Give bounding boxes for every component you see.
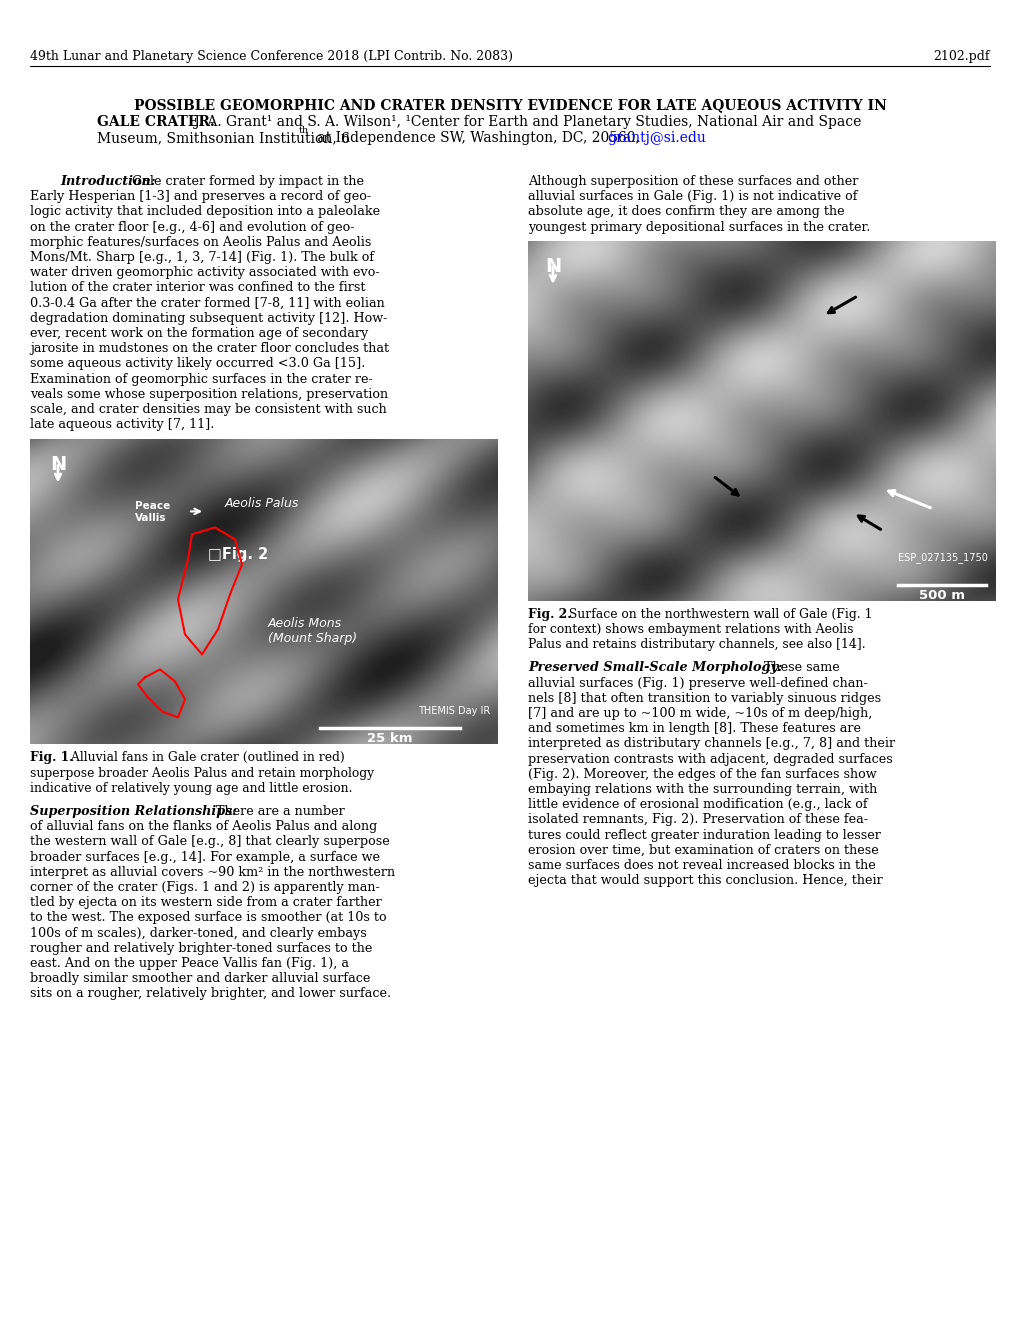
Text: Early Hesperian [1-3] and preserves a record of geo-: Early Hesperian [1-3] and preserves a re… xyxy=(30,190,371,203)
Text: (Fig. 2). Moreover, the edges of the fan surfaces show: (Fig. 2). Moreover, the edges of the fan… xyxy=(528,768,875,781)
Text: □Fig. 2: □Fig. 2 xyxy=(208,548,268,562)
Text: Introduction:: Introduction: xyxy=(60,176,155,187)
Text: ejecta that would support this conclusion. Hence, their: ejecta that would support this conclusio… xyxy=(528,874,881,887)
Text: ESP_027135_1750: ESP_027135_1750 xyxy=(898,552,987,562)
Text: THEMIS Day IR: THEMIS Day IR xyxy=(418,706,489,717)
Text: th: th xyxy=(299,125,309,135)
Text: isolated remnants, Fig. 2). Preservation of these fea-: isolated remnants, Fig. 2). Preservation… xyxy=(528,813,867,826)
Text: Although superposition of these surfaces and other: Although superposition of these surfaces… xyxy=(528,176,858,187)
Text: some aqueous activity likely occurred <3.0 Ga [15].: some aqueous activity likely occurred <3… xyxy=(30,358,365,371)
Text: degradation dominating subsequent activity [12]. How-: degradation dominating subsequent activi… xyxy=(30,312,387,325)
Text: logic activity that included deposition into a paleolake: logic activity that included deposition … xyxy=(30,206,380,218)
Text: on the crater floor [e.g., 4-6] and evolution of geo-: on the crater floor [e.g., 4-6] and evol… xyxy=(30,220,355,234)
Text: scale, and crater densities may be consistent with such: scale, and crater densities may be consi… xyxy=(30,403,386,416)
Text: These same: These same xyxy=(759,661,839,675)
Text: N: N xyxy=(50,455,66,474)
Text: morphic features/surfaces on Aeolis Palus and Aeolis: morphic features/surfaces on Aeolis Palu… xyxy=(30,236,371,248)
Text: 0.3-0.4 Ga after the crater formed [7-8, 11] with eolian: 0.3-0.4 Ga after the crater formed [7-8,… xyxy=(30,297,384,310)
Text: erosion over time, but examination of craters on these: erosion over time, but examination of cr… xyxy=(528,843,878,857)
Text: J. A. Grant¹ and S. A. Wilson¹, ¹Center for Earth and Planetary Studies, Nationa: J. A. Grant¹ and S. A. Wilson¹, ¹Center … xyxy=(190,115,860,129)
Text: N: N xyxy=(544,257,560,276)
Text: GALE CRATER.: GALE CRATER. xyxy=(97,115,215,129)
Text: Surface on the northwestern wall of Gale (Fig. 1: Surface on the northwestern wall of Gale… xyxy=(565,607,871,620)
Text: Peace
Vallis: Peace Vallis xyxy=(135,502,170,523)
Text: ever, recent work on the formation age of secondary: ever, recent work on the formation age o… xyxy=(30,327,368,341)
Text: lution of the crater interior was confined to the first: lution of the crater interior was confin… xyxy=(30,281,365,294)
Text: POSSIBLE GEOMORPHIC AND CRATER DENSITY EVIDENCE FOR LATE AQUEOUS ACTIVITY IN: POSSIBLE GEOMORPHIC AND CRATER DENSITY E… xyxy=(133,98,886,112)
Text: Gale crater formed by impact in the: Gale crater formed by impact in the xyxy=(127,176,364,187)
Text: There are a number: There are a number xyxy=(208,805,344,818)
Text: water driven geomorphic activity associated with evo-: water driven geomorphic activity associa… xyxy=(30,267,379,280)
Text: rougher and relatively brighter-toned surfaces to the: rougher and relatively brighter-toned su… xyxy=(30,941,372,954)
Text: superpose broader Aeolis Palus and retain morphology: superpose broader Aeolis Palus and retai… xyxy=(30,767,374,780)
Text: tures could reflect greater induration leading to lesser: tures could reflect greater induration l… xyxy=(528,829,880,842)
Text: and sometimes km in length [8]. These features are: and sometimes km in length [8]. These fe… xyxy=(528,722,860,735)
Text: east. And on the upper Peace Vallis fan (Fig. 1), a: east. And on the upper Peace Vallis fan … xyxy=(30,957,348,970)
Text: Mons/Mt. Sharp [e.g., 1, 3, 7-14] (Fig. 1). The bulk of: Mons/Mt. Sharp [e.g., 1, 3, 7-14] (Fig. … xyxy=(30,251,374,264)
Text: little evidence of erosional modification (e.g., lack of: little evidence of erosional modificatio… xyxy=(528,799,867,812)
Text: to the west. The exposed surface is smoother (at 10s to: to the west. The exposed surface is smoo… xyxy=(30,911,386,924)
Text: of alluvial fans on the flanks of Aeolis Palus and along: of alluvial fans on the flanks of Aeolis… xyxy=(30,820,377,833)
Text: Palus and retains distributary channels, see also [14].: Palus and retains distributary channels,… xyxy=(528,638,865,651)
Text: same surfaces does not reveal increased blocks in the: same surfaces does not reveal increased … xyxy=(528,859,875,873)
Text: Examination of geomorphic surfaces in the crater re-: Examination of geomorphic surfaces in th… xyxy=(30,372,372,385)
Text: Preserved Small-Scale Morphology:: Preserved Small-Scale Morphology: xyxy=(528,661,782,675)
Text: for context) shows embayment relations with Aeolis: for context) shows embayment relations w… xyxy=(528,623,853,636)
Text: indicative of relatively young age and little erosion.: indicative of relatively young age and l… xyxy=(30,781,353,795)
Text: 500 m: 500 m xyxy=(918,589,964,602)
Text: at Independence SW, Washington, DC, 20560,: at Independence SW, Washington, DC, 2056… xyxy=(313,131,644,145)
Text: alluvial surfaces (Fig. 1) preserve well-defined chan-: alluvial surfaces (Fig. 1) preserve well… xyxy=(528,677,867,689)
Text: embaying relations with the surrounding terrain, with: embaying relations with the surrounding … xyxy=(528,783,876,796)
Text: Aeolis Mons
(Mount Sharp): Aeolis Mons (Mount Sharp) xyxy=(268,618,357,645)
Text: Aeolis Palus: Aeolis Palus xyxy=(225,498,300,511)
Text: grantj@si.edu: grantj@si.edu xyxy=(606,131,705,145)
Text: 49th Lunar and Planetary Science Conference 2018 (LPI Contrib. No. 2083): 49th Lunar and Planetary Science Confere… xyxy=(30,50,513,63)
Text: Alluvial fans in Gale crater (outlined in red): Alluvial fans in Gale crater (outlined i… xyxy=(67,751,344,764)
Text: 25 km: 25 km xyxy=(367,733,413,746)
Text: 100s of m scales), darker-toned, and clearly embays: 100s of m scales), darker-toned, and cle… xyxy=(30,927,367,940)
Text: sits on a rougher, relatively brighter, and lower surface.: sits on a rougher, relatively brighter, … xyxy=(30,987,390,1001)
Text: Fig. 1.: Fig. 1. xyxy=(30,751,73,764)
Text: broadly similar smoother and darker alluvial surface: broadly similar smoother and darker allu… xyxy=(30,973,370,985)
Text: [7] and are up to ~100 m wide, ~10s of m deep/high,: [7] and are up to ~100 m wide, ~10s of m… xyxy=(528,708,871,719)
Text: interpret as alluvial covers ~90 km² in the northwestern: interpret as alluvial covers ~90 km² in … xyxy=(30,866,394,879)
Text: Superposition Relationships:: Superposition Relationships: xyxy=(30,805,236,818)
Text: late aqueous activity [7, 11].: late aqueous activity [7, 11]. xyxy=(30,418,214,432)
Text: 2102.pdf: 2102.pdf xyxy=(932,50,989,63)
Text: youngest primary depositional surfaces in the crater.: youngest primary depositional surfaces i… xyxy=(528,220,869,234)
Text: the western wall of Gale [e.g., 8] that clearly superpose: the western wall of Gale [e.g., 8] that … xyxy=(30,836,389,849)
Text: alluvial surfaces in Gale (Fig. 1) is not indicative of: alluvial surfaces in Gale (Fig. 1) is no… xyxy=(528,190,857,203)
Text: jarosite in mudstones on the crater floor concludes that: jarosite in mudstones on the crater floo… xyxy=(30,342,388,355)
Text: .: . xyxy=(688,131,692,145)
Text: Museum, Smithsonian Institution, 6: Museum, Smithsonian Institution, 6 xyxy=(97,131,350,145)
Text: Fig. 2.: Fig. 2. xyxy=(528,607,571,620)
Text: preservation contrasts with adjacent, degraded surfaces: preservation contrasts with adjacent, de… xyxy=(528,752,892,766)
Text: absolute age, it does confirm they are among the: absolute age, it does confirm they are a… xyxy=(528,206,844,218)
Text: nels [8] that often transition to variably sinuous ridges: nels [8] that often transition to variab… xyxy=(528,692,880,705)
Text: veals some whose superposition relations, preservation: veals some whose superposition relations… xyxy=(30,388,388,401)
Text: interpreted as distributary channels [e.g., 7, 8] and their: interpreted as distributary channels [e.… xyxy=(528,738,895,750)
Text: broader surfaces [e.g., 14]. For example, a surface we: broader surfaces [e.g., 14]. For example… xyxy=(30,850,380,863)
Text: tled by ejecta on its western side from a crater farther: tled by ejecta on its western side from … xyxy=(30,896,381,909)
Text: corner of the crater (Figs. 1 and 2) is apparently man-: corner of the crater (Figs. 1 and 2) is … xyxy=(30,880,379,894)
